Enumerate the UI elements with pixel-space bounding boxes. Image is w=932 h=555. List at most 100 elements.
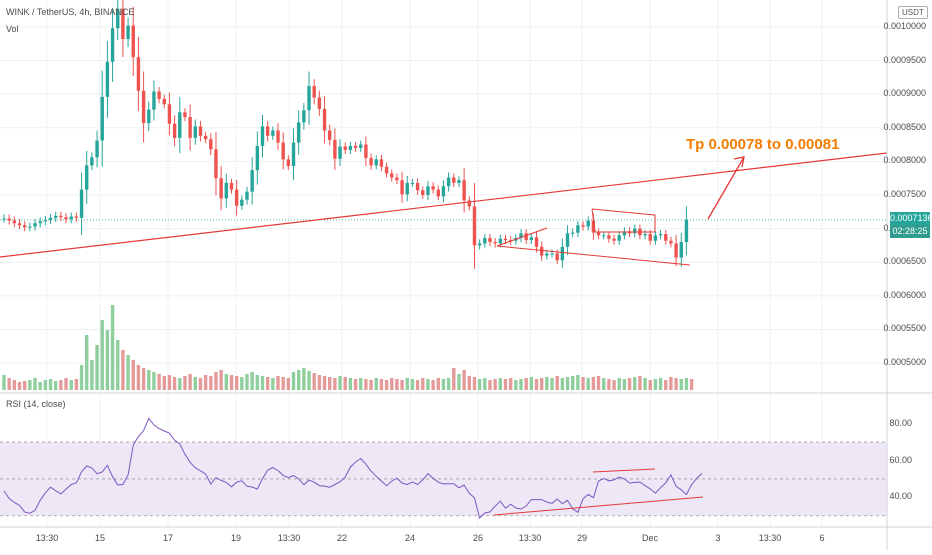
volume-bar [116, 340, 120, 390]
candle [400, 171, 404, 203]
candle [462, 168, 466, 213]
candle [69, 212, 73, 224]
candle [265, 120, 270, 142]
candle [519, 229, 523, 243]
volume-bar [255, 375, 260, 390]
candle [446, 172, 451, 192]
volume-bar [669, 377, 673, 390]
candle [116, 0, 120, 40]
candle [260, 114, 265, 158]
candle [586, 216, 590, 231]
candle [286, 155, 291, 171]
volume-bar [555, 376, 559, 390]
candle [359, 140, 363, 152]
candle [12, 216, 17, 228]
candle [477, 239, 482, 250]
volume-bar [281, 377, 285, 390]
price-tick-label: 0.0008000 [883, 155, 926, 166]
volume-bar [390, 378, 394, 390]
volume-bar [617, 378, 621, 390]
time-tick-label: 17 [162, 533, 174, 543]
candle [209, 133, 213, 156]
volume-bar [69, 380, 73, 390]
candle [147, 101, 151, 132]
volume-bar [7, 378, 11, 390]
volume-bar [467, 376, 471, 390]
volume-bar [591, 377, 596, 390]
price-tick-label: 0.0009000 [883, 88, 926, 99]
channel-left-line [496, 227, 548, 247]
volume-bar [633, 377, 637, 390]
candle [581, 221, 585, 231]
candle [576, 220, 580, 238]
candle [379, 154, 384, 172]
candle [198, 120, 203, 142]
last-price-badge: 0.0007136 [890, 212, 932, 225]
candle [203, 131, 208, 144]
candle [560, 238, 565, 269]
volume-bar [302, 368, 306, 390]
candle [617, 231, 621, 245]
candle [431, 182, 435, 194]
volume-bar [338, 376, 342, 390]
volume-bar [312, 373, 316, 390]
volume-bar [48, 379, 53, 390]
volume-bars [2, 305, 694, 390]
volume-bar [524, 378, 528, 390]
candle [565, 225, 570, 255]
candle [7, 214, 11, 225]
countdown-badge: 02:28:25 [890, 225, 930, 238]
rsi-line [3, 417, 703, 519]
candle [384, 162, 389, 178]
candle [421, 186, 425, 200]
candle [452, 173, 456, 187]
volume-bar [576, 375, 580, 390]
candles [2, 0, 689, 269]
volume-bar [307, 371, 311, 390]
volume-bar [74, 379, 79, 390]
volume-label: Vol [6, 24, 19, 34]
candle [348, 141, 353, 154]
price-trendline-layer [0, 152, 888, 258]
volume-bar [689, 379, 694, 390]
volume-bar [12, 380, 17, 390]
time-tick-label: 13:30 [518, 533, 542, 543]
volume-bar [534, 379, 539, 390]
volume-bar [519, 379, 523, 390]
price-tick-label: 0.0009500 [883, 54, 926, 65]
volume-bar [276, 376, 280, 390]
candle [488, 234, 492, 247]
candle [95, 130, 99, 168]
candle [22, 221, 27, 232]
volume-bar [343, 377, 347, 390]
candle [602, 231, 606, 240]
volume-bar [322, 376, 327, 390]
candle [472, 183, 477, 269]
volume-bar [265, 377, 270, 390]
volume-bar [545, 377, 549, 390]
candle [74, 212, 79, 222]
volume-bar [405, 378, 409, 390]
volume-bar [250, 372, 254, 390]
currency-button[interactable]: USDT [898, 6, 928, 19]
candle [415, 178, 420, 195]
volume-bar [679, 379, 683, 390]
candle [622, 227, 627, 240]
candle [28, 222, 32, 232]
target-arrow-head [733, 156, 745, 168]
candle [312, 79, 316, 105]
time-tick-label: 29 [576, 533, 588, 543]
time-tick-label: 13:30 [758, 533, 782, 543]
volume-bar [79, 365, 84, 390]
candle [684, 206, 689, 256]
volume-bar [565, 377, 570, 390]
candle [167, 92, 172, 136]
volume-bar [379, 379, 384, 390]
volume-bar [452, 368, 456, 390]
candle [405, 176, 409, 202]
candle [54, 211, 58, 222]
candle [33, 219, 37, 231]
candle [157, 87, 161, 104]
